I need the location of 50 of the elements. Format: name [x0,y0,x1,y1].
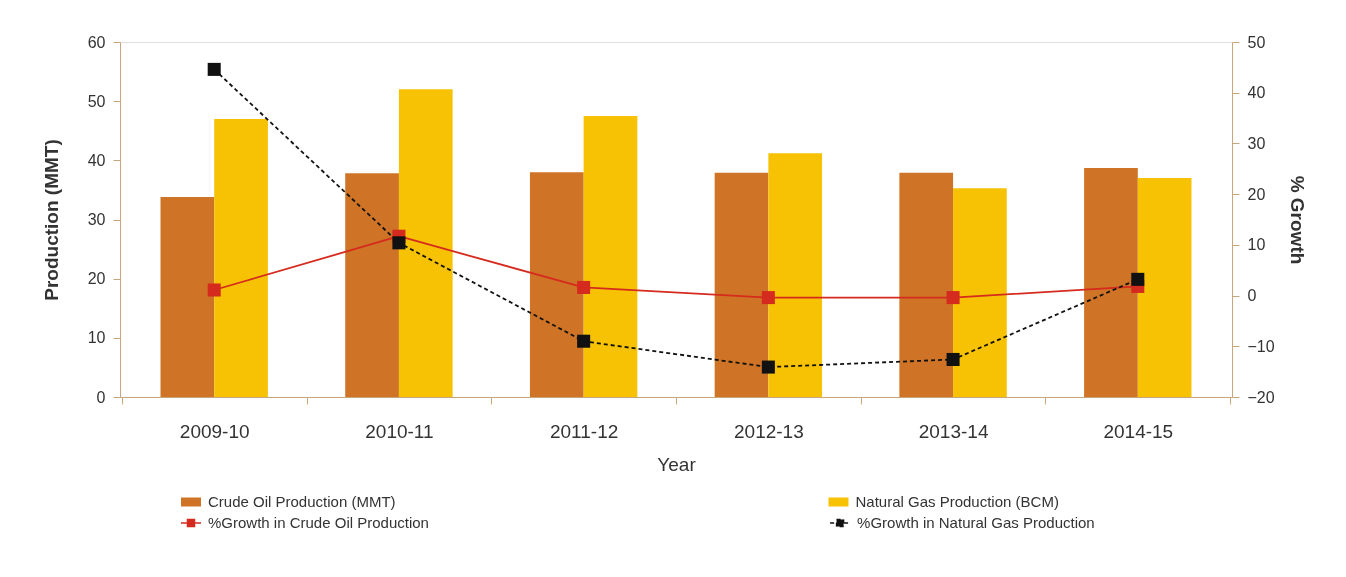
legend-label: %Growth in Natural Gas Production [857,514,1095,531]
x-tick-label: 2011-12 [549,420,619,442]
y2-axis-title: % Growth [1286,175,1308,265]
y2-tick-label: −20 [1247,388,1275,406]
point [761,291,775,305]
x-tick-label: 2010-11 [365,420,434,442]
y-tick-label: 50 [87,92,106,110]
y2-tick-label: 20 [1247,185,1266,203]
y-tick-label: 10 [87,329,106,347]
bar [953,188,1007,397]
point [577,280,591,294]
point [577,334,591,348]
point [1131,272,1145,286]
bar [160,197,215,397]
point [946,291,960,305]
bar [899,172,954,397]
bar [768,153,823,397]
bar [583,115,638,397]
bar [1137,178,1192,397]
y-tick-label: 40 [87,151,106,169]
y2-tick-label: 0 [1247,287,1257,305]
bar [529,172,584,397]
bar [398,89,453,397]
x-tick-label: 2012-13 [733,420,804,442]
y-axis-title: Production (MMT) [40,139,62,301]
y-tick-label: 0 [96,388,106,406]
y2-tick-label: 40 [1247,84,1266,102]
y-tick-label: 30 [87,211,106,228]
point [761,360,775,374]
y-tick-label: 20 [87,270,106,288]
x-tick-label: 2014-15 [1103,420,1174,442]
legend-label: Natural Gas Production (BCM) [855,493,1059,510]
legend-label: %Growth in Crude Oil Production [208,514,429,531]
point [946,352,960,366]
x-axis-title: Year [657,453,697,475]
point [207,283,221,297]
bar [345,173,399,397]
bar [214,118,268,397]
x-tick-label: 2009-10 [179,420,250,442]
y2-tick-label: 10 [1247,236,1266,254]
point [392,236,406,250]
bar [1084,168,1138,397]
bar [714,172,769,397]
point [207,62,221,76]
y2-tick-label: 30 [1247,134,1266,152]
legend-label: Crude Oil Production (MMT) [208,493,396,510]
y2-tick-label: 50 [1247,33,1266,51]
x-tick-label: 2013-14 [918,420,989,442]
y-tick-label: 60 [87,33,106,51]
y2-tick-label: −10 [1247,337,1275,355]
